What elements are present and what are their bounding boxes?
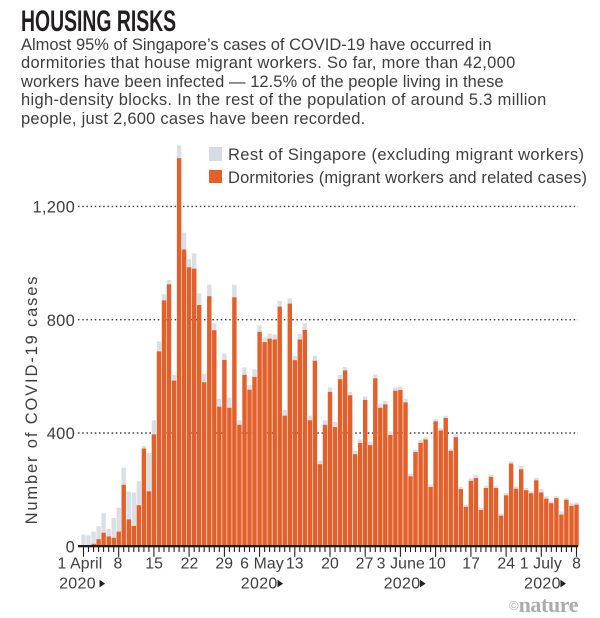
svg-text:6 May: 6 May xyxy=(240,556,284,573)
svg-text:15: 15 xyxy=(145,556,163,573)
svg-text:1,200: 1,200 xyxy=(32,199,75,217)
svg-text:2020: 2020 xyxy=(384,576,421,593)
svg-text:22: 22 xyxy=(181,556,199,573)
svg-text:2020: 2020 xyxy=(524,576,561,593)
svg-text:0: 0 xyxy=(66,539,75,557)
svg-text:8: 8 xyxy=(572,556,581,573)
svg-text:17: 17 xyxy=(462,556,480,573)
svg-text:27: 27 xyxy=(356,556,374,573)
svg-text:Number of COVID-19 cases: Number of COVID-19 cases xyxy=(23,275,41,525)
svg-text:3 June: 3 June xyxy=(377,556,425,573)
svg-text:29: 29 xyxy=(215,556,233,573)
svg-text:2020: 2020 xyxy=(59,576,96,593)
svg-text:10: 10 xyxy=(428,556,446,573)
svg-text:2020: 2020 xyxy=(241,576,278,593)
svg-text:24: 24 xyxy=(497,556,515,573)
svg-text:400: 400 xyxy=(47,425,75,443)
svg-text:1 April: 1 April xyxy=(58,556,103,573)
svg-text:1 July: 1 July xyxy=(520,556,562,573)
svg-text:8: 8 xyxy=(114,556,123,573)
svg-text:20: 20 xyxy=(321,556,339,573)
svg-text:800: 800 xyxy=(47,312,75,330)
svg-text:13: 13 xyxy=(286,556,304,573)
